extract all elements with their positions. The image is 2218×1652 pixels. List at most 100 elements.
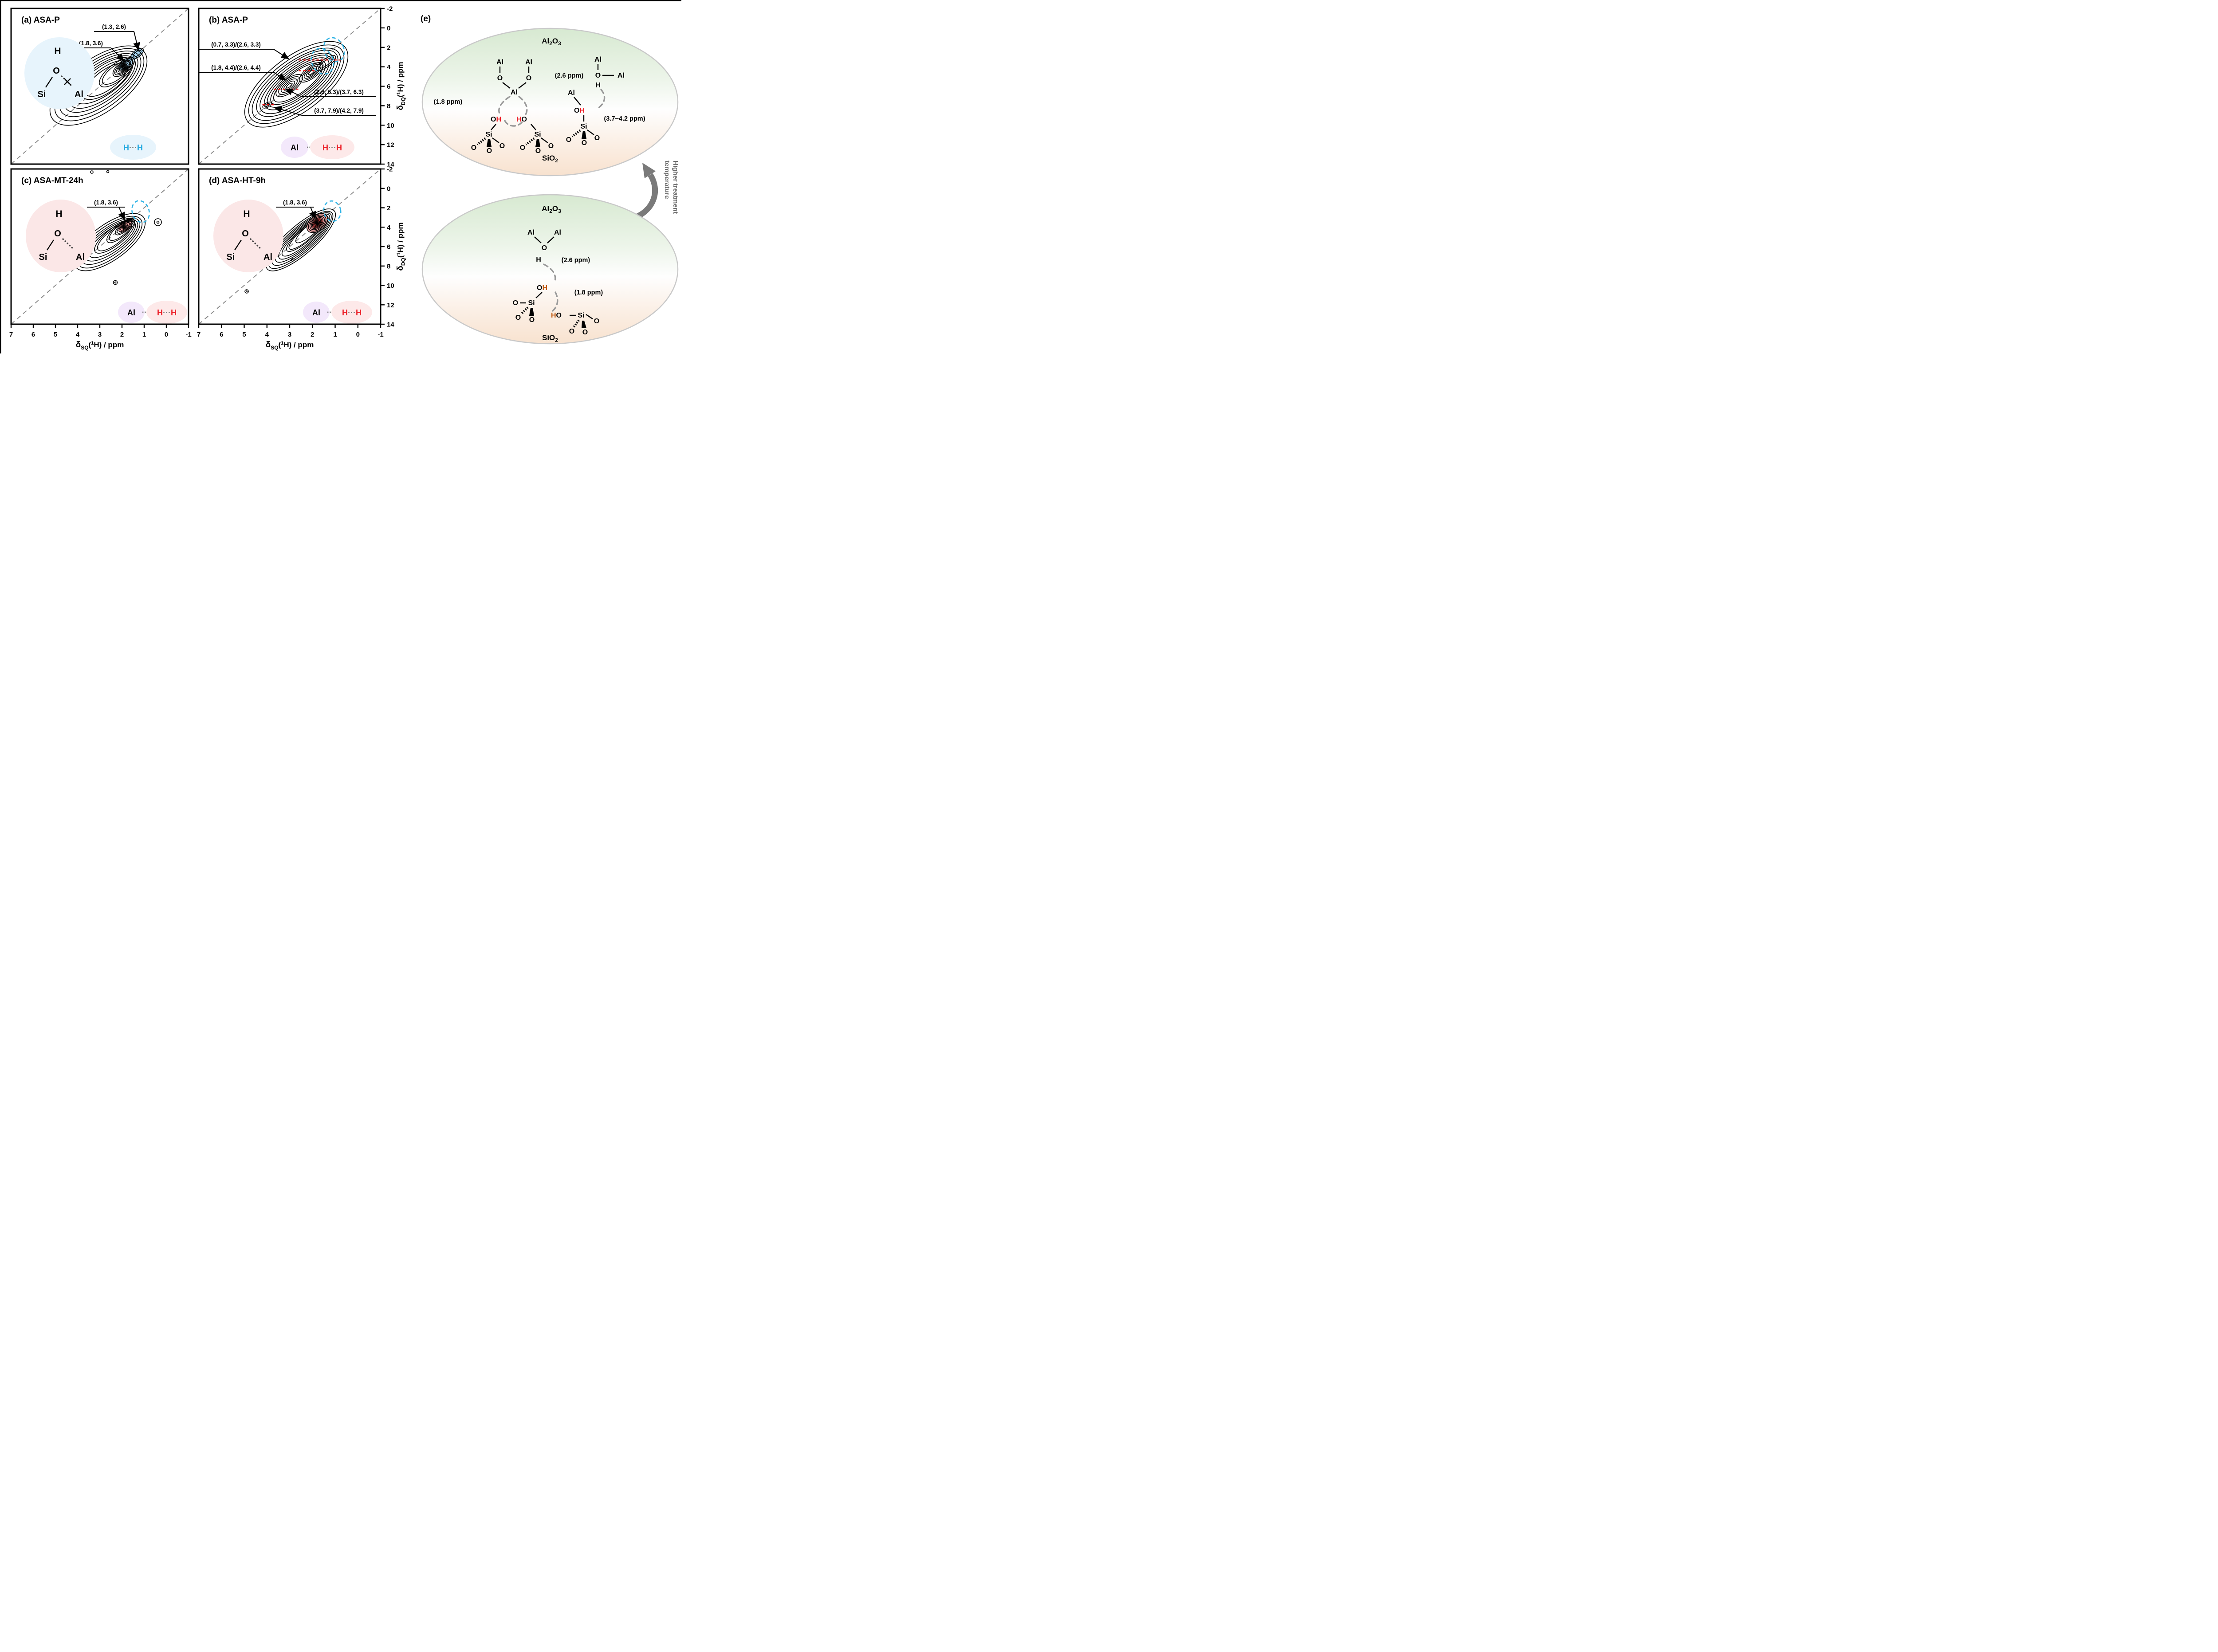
atom-o: O — [522, 116, 527, 123]
atom-o: O — [242, 229, 249, 239]
atom-h-orange: H — [551, 312, 556, 319]
hbond-dashed — [597, 89, 606, 109]
x-tick-label: 4 — [265, 331, 269, 338]
y-tick-label: 8 — [387, 263, 390, 270]
silanol-ho: HO — [516, 116, 527, 123]
sup-1: 1 — [396, 92, 401, 94]
x-tick-label: 5 — [54, 331, 57, 338]
panel-c: (1.8, 3.6) H O Si Al Al ··· H···H (c) AS… — [10, 168, 189, 325]
hash-wedge-bond — [520, 306, 529, 315]
annotation-arrow — [118, 207, 125, 220]
annotation-label: (1.8, 3.6) — [79, 40, 103, 47]
atom-al: Al — [554, 229, 561, 236]
al: Al — [542, 204, 549, 213]
legend-ellipse-hh — [331, 301, 372, 324]
atom-si: Si — [578, 312, 584, 319]
y-tick-label: 10 — [387, 122, 394, 129]
x-tick-label: 1 — [142, 331, 146, 338]
panel-a-title: (a) ASA-P — [21, 16, 60, 25]
atom-o: O — [595, 72, 601, 79]
x-tick-label: 0 — [356, 331, 360, 338]
x-tick-label: 5 — [242, 331, 246, 338]
dotted-bond-o-al — [61, 75, 74, 88]
legend-hh-label: H···H — [322, 143, 342, 152]
bond-si-o — [46, 239, 55, 251]
atom-o: O — [499, 142, 505, 150]
atom-al: Al — [594, 56, 602, 63]
legend-al-label: Al — [291, 143, 299, 152]
annotation-label: (1.3, 2.6) — [102, 24, 126, 30]
annotation-arrow — [274, 106, 302, 116]
atom-h: H — [54, 46, 61, 56]
silanol-oh: OH — [537, 284, 547, 292]
legend-hh-label: H···H — [157, 308, 177, 317]
curved-arrow-head — [642, 163, 656, 178]
hbond-dashed-u — [504, 120, 524, 127]
sub-dq: DQ — [400, 258, 406, 266]
legend-al-label: Al — [312, 308, 320, 317]
annotation-b-2: (1.8, 4.4)/(2.6, 4.4) — [198, 64, 287, 81]
atom-o: O — [582, 329, 588, 336]
atom-o: O — [556, 312, 562, 319]
treatment-arrow: Higher treatmenttemperature — [629, 161, 679, 222]
x-tick-label: 7 — [9, 331, 13, 338]
contour-plot-c — [73, 170, 162, 285]
atom-o: O — [497, 75, 503, 82]
bond — [586, 314, 593, 319]
ppm-label-1.8: (1.8 ppm) — [574, 289, 603, 296]
cyan-dashed-ellipse-1 — [323, 37, 345, 63]
legend-d: Al ··· H···H — [303, 301, 372, 324]
dotted-bond-o-al — [250, 238, 263, 251]
atom-al: Al — [75, 90, 83, 99]
figure: (1.3, 2.6) (1.8, 3.6) H O Si Al H···H (a… — [0, 0, 681, 353]
inset-molecule-a: H O Si Al — [24, 37, 94, 109]
y-tick-label: 0 — [387, 24, 390, 32]
annotation-d-1: (1.8, 3.6) — [276, 199, 316, 220]
x-tick-label: 0 — [165, 331, 168, 338]
alumina-label: Al2O3 — [542, 37, 561, 47]
y-tick-label: 2 — [387, 44, 390, 51]
x-tick-label: 7 — [197, 331, 201, 338]
annotation-arrow — [285, 88, 302, 97]
ppm-label-2.6: (2.6 ppm) — [555, 72, 584, 79]
y-tick-label: 6 — [387, 243, 390, 251]
x-tick-label: 2 — [120, 331, 124, 338]
annotation-c-1: (1.8, 3.6) — [87, 199, 125, 220]
atom-h: H — [55, 209, 62, 219]
o: O — [552, 37, 558, 45]
hash-wedge-bond — [571, 129, 581, 137]
silanol-ho: HO — [551, 312, 562, 319]
atom-o: O — [53, 66, 60, 76]
solid-wedge-bond — [487, 139, 492, 147]
annotation-a-1: (1.3, 2.6) — [94, 24, 140, 51]
legend-h1: H — [342, 308, 348, 317]
hash-wedge-bond — [476, 137, 486, 145]
hbond-dashed-1 — [543, 263, 556, 284]
rest: H) / ppm — [283, 341, 314, 349]
x-axis-d: 7 6 5 4 3 2 1 0 -1 δSQ(1H) / ppm — [197, 324, 384, 351]
atom-o: O — [54, 229, 61, 239]
atom-si: Si — [534, 131, 541, 138]
legend-b: Al ··· H···H — [281, 135, 354, 159]
solid-wedge-bond — [529, 308, 534, 316]
atom-al: Al — [76, 252, 85, 262]
panel-a-frame — [10, 8, 189, 165]
bond — [502, 82, 511, 89]
x-tick-label: 3 — [288, 331, 291, 338]
atom-o: O — [520, 144, 525, 152]
atom-o: O — [548, 142, 554, 150]
sub-sq: SQ — [271, 345, 278, 351]
sub-dq: DQ — [400, 97, 406, 105]
treatment-arrow-caption: Higher treatmenttemperature — [663, 161, 679, 214]
annotation-label: (2.6, 6.3)/(3.7, 6.3) — [314, 89, 364, 95]
alumina-label: Al2O3 — [542, 204, 561, 214]
annotation-arrow — [110, 47, 125, 62]
atom-al: Al — [263, 252, 272, 262]
atom-o: O — [535, 147, 541, 155]
sub2: 2 — [549, 208, 552, 214]
scheme-bottom-surface: Al2O3 SiO2 Al Al O H (2.6 ppm) OH (1.8 p… — [421, 194, 679, 345]
panel-b-title: (b) ASA-P — [209, 16, 248, 25]
bond-si-o — [45, 77, 53, 88]
bond-si-o — [234, 239, 242, 251]
y-tick-label: -2 — [387, 166, 393, 173]
